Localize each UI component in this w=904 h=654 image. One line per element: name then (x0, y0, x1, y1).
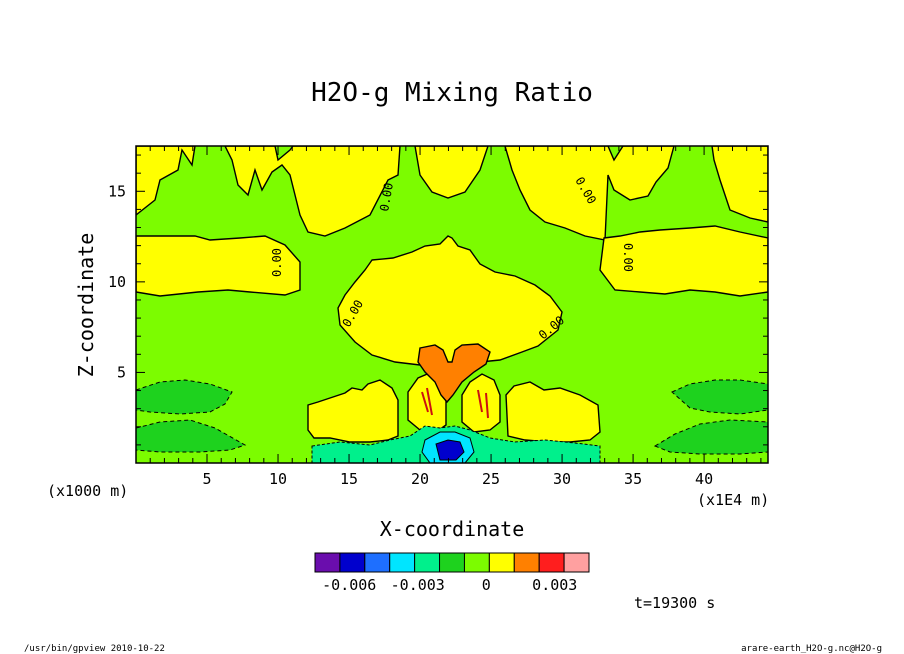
x-tick-label: 15 (340, 470, 358, 488)
moist-region-low-right-a (505, 381, 601, 443)
x-tick-label: 10 (269, 470, 287, 488)
x-tick-label: 20 (411, 470, 429, 488)
contour-label: 0.00 (377, 182, 396, 213)
colorbar-swatch (488, 552, 515, 573)
negative-lobe-left-upper (136, 379, 233, 415)
x-unit-right: (x1E4 m) (697, 491, 769, 509)
colorbar-swatch (389, 552, 416, 573)
moist-region-right-edge (711, 146, 768, 223)
colorbar-swatch (364, 552, 391, 573)
footer-right: arare-earth_H2O-g.nc@H2O-g (741, 644, 882, 654)
negative-flank-lobes (136, 379, 768, 455)
colorbar-swatch (513, 552, 540, 573)
colorbar-swatch (414, 552, 441, 573)
moist-region-right-top (504, 146, 675, 241)
colorbar-swatch (314, 552, 341, 573)
moist-region-right-mid (599, 225, 768, 297)
moist-region-low-left-b (407, 371, 447, 433)
colorbar-swatch (463, 552, 490, 573)
colorbar-tick-label: 0 (482, 576, 491, 594)
colorbar-ticks: -0.006 -0.003 0 0.003 (322, 576, 577, 594)
contour-label: 0.00 (270, 248, 284, 277)
colorbar (314, 552, 590, 573)
core-positive-region (417, 343, 491, 404)
colorbar-swatch (538, 552, 565, 573)
axis-ticks (136, 146, 768, 463)
core-striations-left (421, 387, 489, 419)
footer-left: /usr/bin/gpview 2010-10-22 (24, 644, 165, 654)
moist-regions (136, 146, 768, 443)
moist-region-left-top (136, 146, 196, 216)
axis-tick-labels: 5 10 15 20 25 30 35 40 5 10 15 (108, 182, 713, 488)
x-tick-label: 35 (624, 470, 642, 488)
x-unit-left: (x1000 m) (47, 482, 128, 500)
x-tick-label: 40 (695, 470, 713, 488)
time-label: t=19300 s (634, 594, 715, 612)
plot-area (136, 146, 768, 463)
colorbar-tick-label: -0.006 (322, 576, 376, 594)
chart-title: H2O-g Mixing Ratio (311, 78, 593, 108)
negative-lobe-right-upper (671, 379, 768, 415)
contour-label: 0.00 (621, 243, 635, 272)
y-tick-label: 5 (117, 363, 126, 381)
negative-lobe-left-lower (136, 419, 247, 453)
colorbar-tick-label: -0.003 (391, 576, 445, 594)
colorbar-swatch (339, 552, 366, 573)
y-tick-label: 10 (108, 273, 126, 291)
negative-lobe-right-lower (653, 419, 768, 455)
moist-region-center-top (414, 146, 489, 199)
moist-region-anvil (337, 235, 563, 367)
y-tick-label: 15 (108, 182, 126, 200)
moist-region-left-mid (136, 235, 301, 297)
x-tick-label: 30 (553, 470, 571, 488)
colorbar-swatch (439, 552, 465, 573)
moist-region-low-left-a (307, 379, 399, 443)
plot-frame (135, 145, 769, 464)
min-negative-core (435, 439, 465, 461)
x-tick-label: 5 (202, 470, 211, 488)
moist-region-left-column (224, 146, 401, 237)
x-axis-label: X-coordinate (380, 517, 525, 541)
x-tick-label: 25 (482, 470, 500, 488)
y-axis-label: Z-coordinate (74, 233, 98, 378)
colorbar-swatch (563, 552, 590, 573)
colorbar-tick-label: 0.003 (532, 576, 577, 594)
